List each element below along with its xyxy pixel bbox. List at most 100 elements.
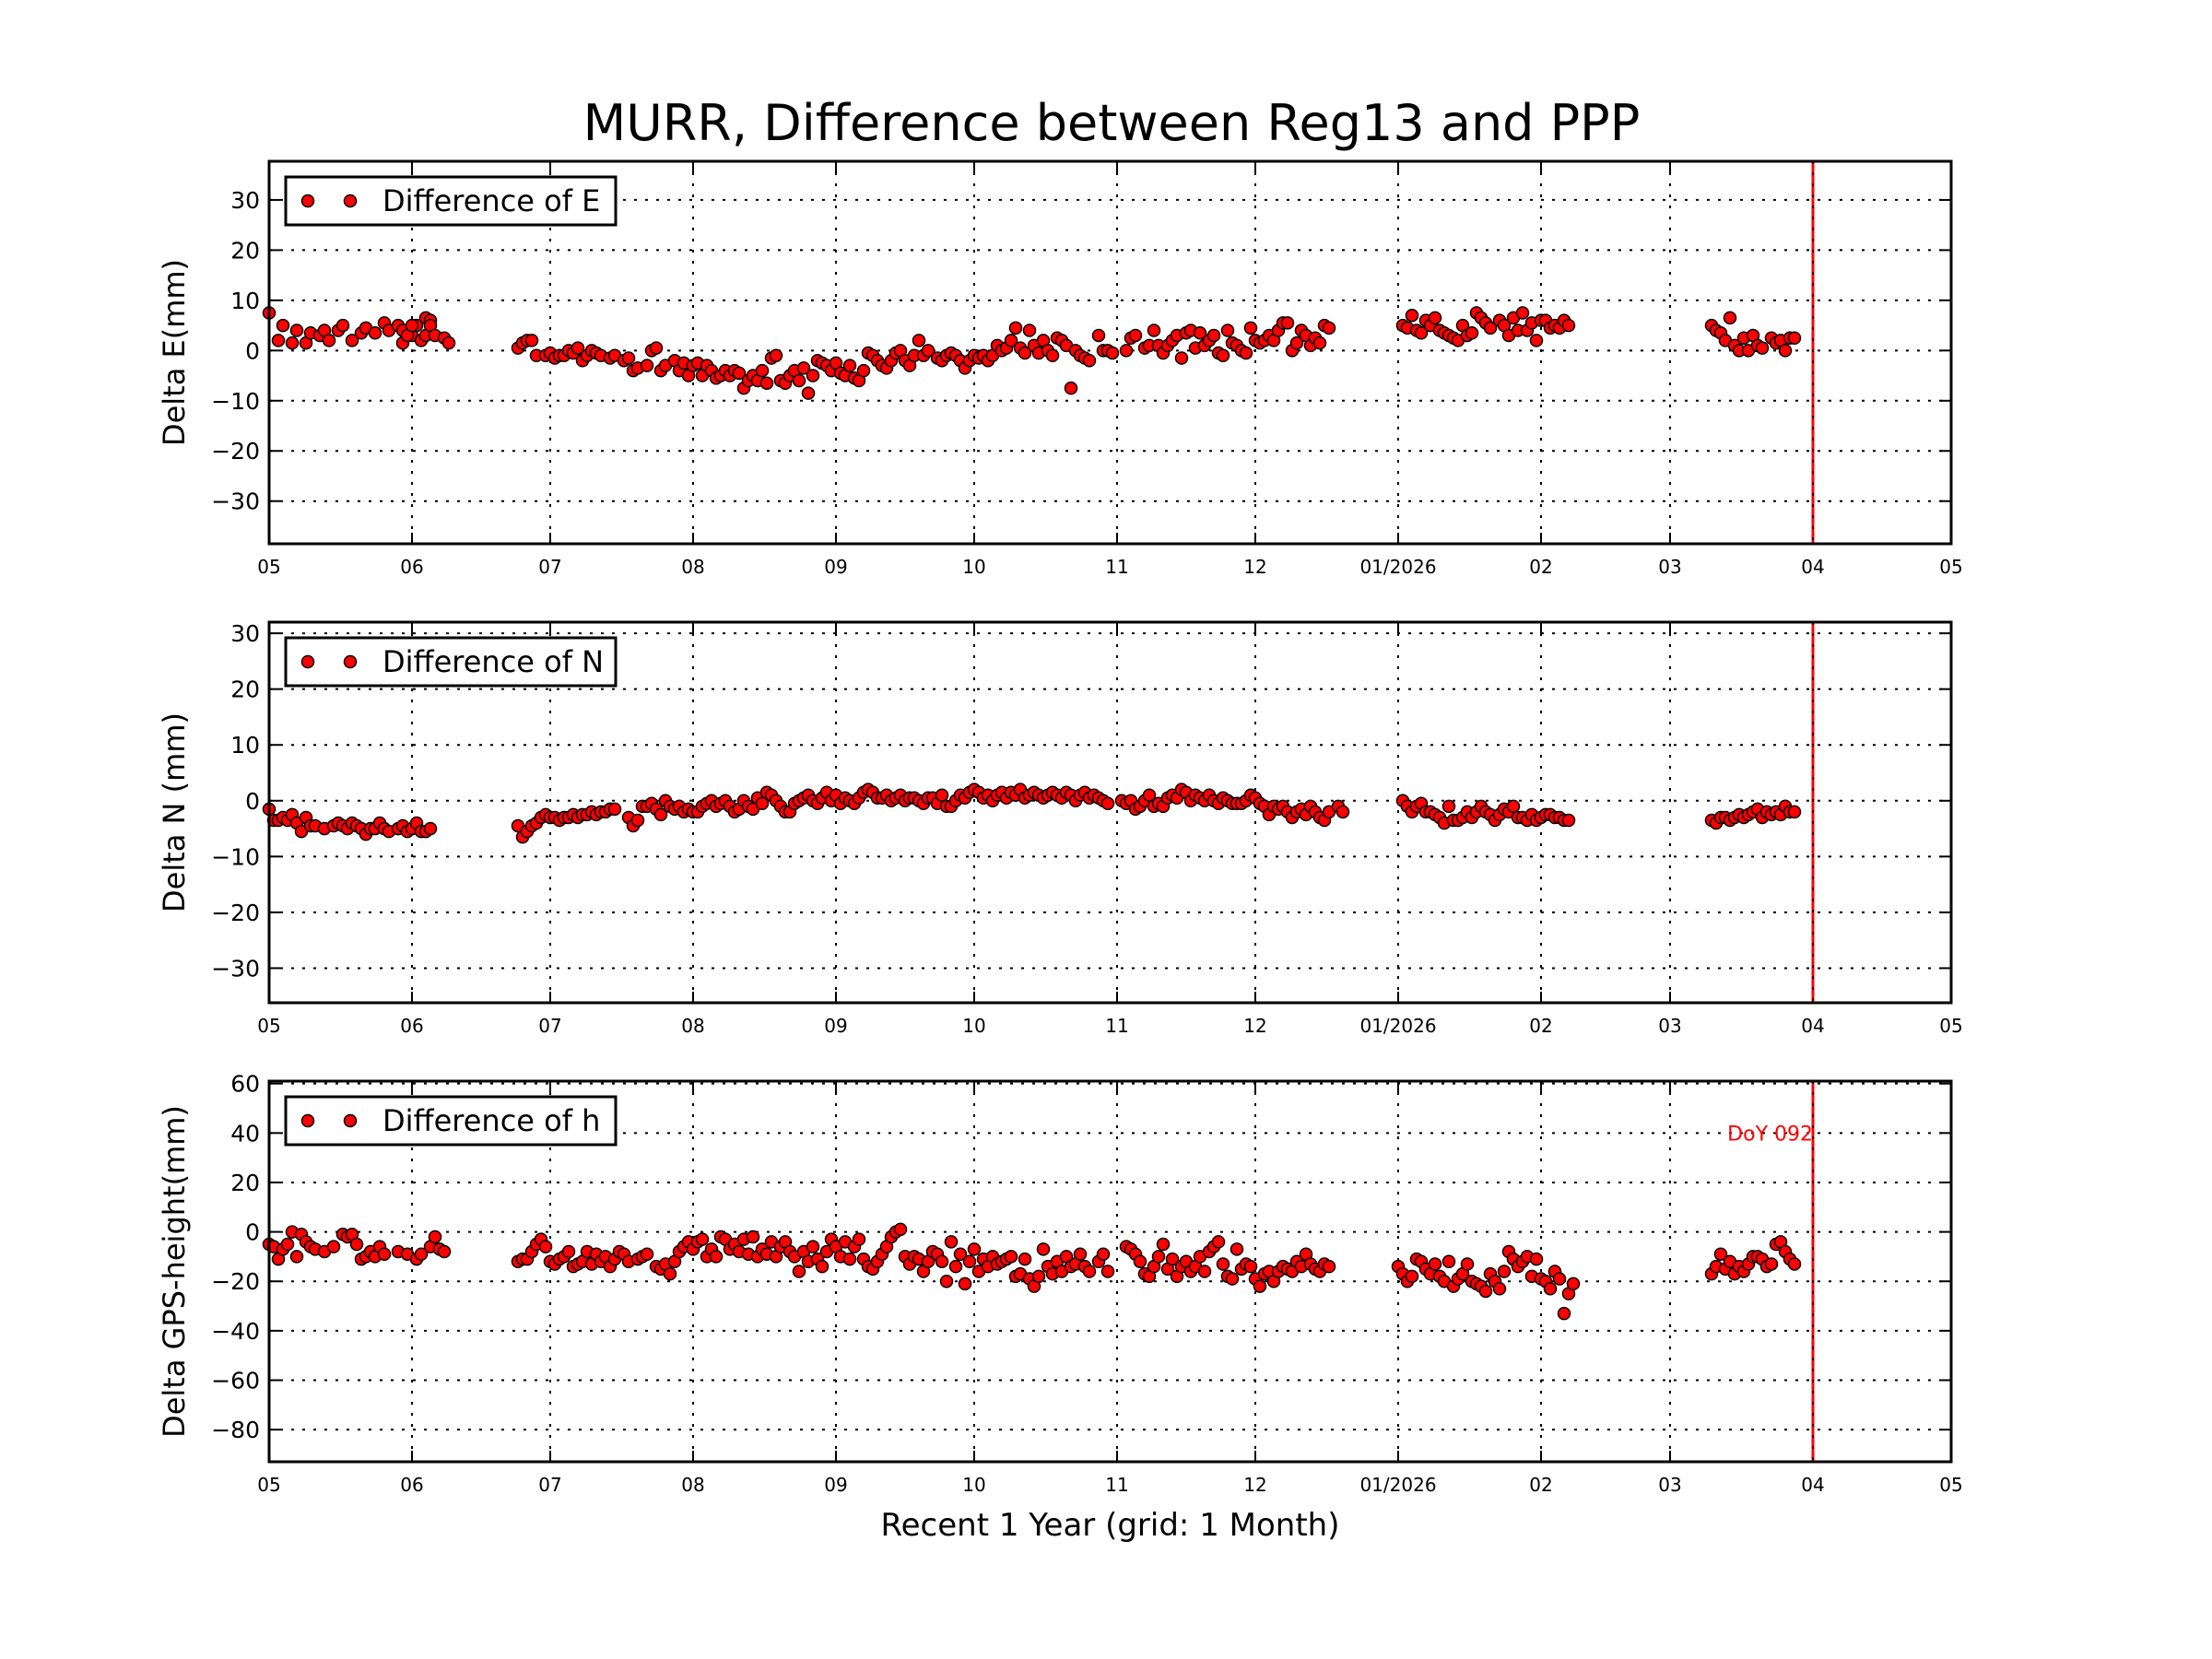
x-tick-label: 07 (538, 556, 561, 578)
data-point (1082, 353, 1097, 368)
y-tick-label: −80 (211, 1417, 260, 1443)
y-tick-label: −60 (211, 1368, 260, 1394)
data-point (377, 1247, 392, 1261)
data-point (1778, 344, 1793, 358)
y-tick-label: −30 (211, 955, 260, 982)
data-point (1492, 1282, 1507, 1296)
chart-title: MURR, Difference between Reg13 and PPP (583, 94, 1641, 152)
data-point (428, 1230, 442, 1244)
data-point (289, 1250, 304, 1264)
data-point (842, 1252, 857, 1266)
data-point (326, 1240, 341, 1253)
data-point (759, 376, 774, 390)
data-point (1174, 351, 1189, 365)
data-point (1216, 1257, 1230, 1271)
data-point (1561, 318, 1576, 333)
y-tick-label: 20 (230, 677, 260, 703)
data-point (1091, 328, 1106, 343)
data-point (967, 1242, 982, 1256)
data-point (1064, 381, 1078, 395)
data-point (1441, 1254, 1456, 1269)
x-tick-label: 11 (1105, 1015, 1128, 1037)
data-point (423, 821, 438, 836)
x-tick-label: 05 (1939, 1474, 1962, 1496)
data-point (852, 1232, 866, 1246)
data-point (1100, 1265, 1115, 1278)
data-point (368, 326, 382, 340)
data-point (806, 369, 820, 382)
data-point (1018, 346, 1032, 360)
data-point (962, 1254, 977, 1269)
x-tick-label: 12 (1243, 556, 1266, 578)
data-point (414, 1247, 429, 1261)
x-axis-label: Recent 1 Year (grid: 1 Month) (881, 1507, 1340, 1544)
x-tick-label: 08 (681, 1474, 704, 1496)
legend-label: Difference of h (382, 1103, 600, 1138)
x-tick-label: 05 (257, 556, 280, 578)
data-point (1082, 1265, 1097, 1278)
data-point (842, 359, 857, 372)
y-tick-label: 60 (230, 1071, 260, 1098)
data-point (912, 334, 926, 347)
x-tick-label: 06 (400, 1474, 423, 1496)
data-point (289, 324, 304, 337)
data-point (276, 318, 290, 333)
data-point (1414, 326, 1429, 340)
data-point (1142, 788, 1157, 802)
data-point (1543, 1282, 1558, 1296)
legend-marker (300, 194, 315, 208)
y-tick-label: −20 (211, 900, 260, 926)
data-point (755, 796, 770, 811)
data-point (769, 348, 783, 363)
data-point (1036, 1242, 1051, 1256)
data-point (607, 802, 622, 817)
data-point (1004, 1250, 1018, 1264)
data-point (755, 363, 770, 378)
x-tick-label: 08 (681, 1015, 704, 1037)
data-point (1561, 813, 1576, 828)
data-point (1566, 1277, 1581, 1291)
x-tick-label: 05 (1939, 1015, 1962, 1037)
legend-marker (343, 1113, 358, 1128)
data-point (437, 1244, 452, 1259)
data-point (335, 318, 350, 333)
panel-1: 30 20 10 0 −10 −20 −30 05 06 07 08 09 10 11 12 01/2026 0… (157, 620, 1963, 1037)
x-tick-label: 02 (1529, 1474, 1552, 1496)
legend-label: Difference of E (382, 183, 600, 218)
data-point (953, 1247, 968, 1261)
data-point (1723, 311, 1737, 325)
data-point (746, 1230, 760, 1244)
data-point (1515, 306, 1530, 320)
data-point (285, 335, 300, 350)
legend-box (284, 636, 618, 688)
data-point (856, 363, 871, 378)
data-point (958, 1277, 972, 1291)
data-point (1073, 1247, 1088, 1261)
data-point (709, 1250, 724, 1264)
data-point (1018, 1252, 1032, 1266)
data-point (1497, 1265, 1512, 1278)
data-point (1253, 1279, 1267, 1293)
data-point (630, 813, 645, 828)
data-point (948, 1259, 963, 1274)
data-point (640, 1247, 654, 1261)
x-tick-label: 05 (1939, 556, 1962, 578)
data-point (1004, 334, 1018, 347)
x-tick-label: 04 (1801, 556, 1824, 578)
data-point (796, 361, 811, 375)
y-tick-label: 20 (230, 237, 260, 264)
data-point (1405, 308, 1419, 323)
data-point (345, 334, 359, 347)
data-point (1787, 805, 1802, 819)
data-point (1405, 1269, 1419, 1284)
data-point (801, 386, 816, 400)
legend: Difference of E (284, 175, 618, 227)
y-tick-label: 30 (230, 620, 260, 647)
data-point (538, 1240, 553, 1253)
y-axis-label: Delta N (mm) (157, 712, 192, 912)
y-tick-label: 0 (245, 1219, 260, 1246)
x-tick-label: 10 (962, 1015, 985, 1037)
data-point (1552, 1272, 1567, 1286)
data-point (1787, 331, 1802, 345)
data-point (1239, 346, 1253, 360)
